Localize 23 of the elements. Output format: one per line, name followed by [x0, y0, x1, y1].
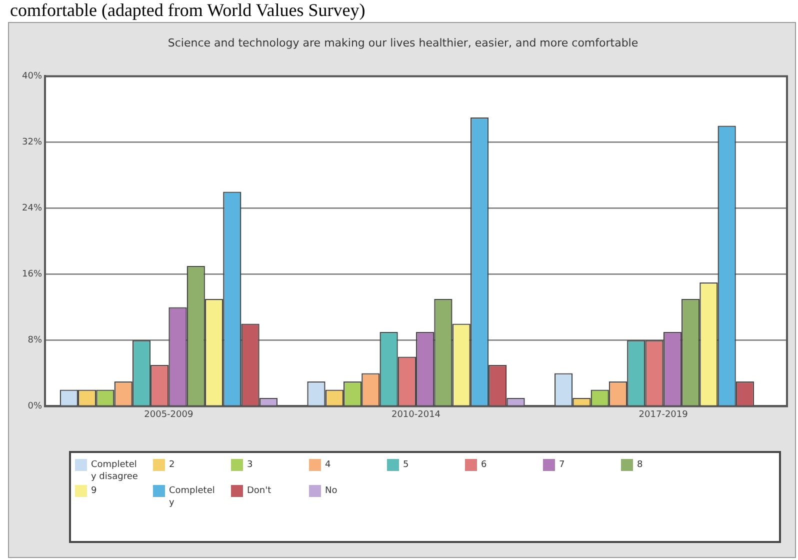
legend-label: 9: [91, 485, 98, 497]
x-tick-label: 2017-2019: [638, 410, 688, 420]
chart-title: Science and technology are making our lives healthier, easier, and more comfortable: [168, 36, 638, 50]
y-tick-label: 8%: [28, 336, 42, 346]
x-tick-label: 2010-2014: [391, 410, 441, 420]
y-tick-label: 32%: [22, 138, 42, 148]
legend-label: Completely disagree: [91, 459, 139, 483]
y-tick-label: 40%: [22, 72, 42, 82]
text: comfortable (adapted from World Values Survey): [10, 0, 366, 21]
legend-label: 6: [481, 459, 488, 471]
x-tick-label: 2005-2009: [144, 410, 194, 420]
legend-label: No: [325, 485, 338, 497]
y-tick-label: 0%: [28, 402, 42, 412]
legend-label: 5: [403, 459, 410, 471]
legend-label: 7: [559, 459, 566, 471]
legend-label: Don't: [247, 485, 272, 497]
legend-label: 3: [247, 459, 254, 471]
legend-label: 8: [637, 459, 644, 471]
legend-label: 2: [169, 459, 176, 471]
y-tick-label: 24%: [22, 204, 42, 214]
legend-label: 4: [325, 459, 332, 471]
legend-label: Completely: [169, 485, 216, 509]
y-tick-label: 16%: [22, 270, 42, 280]
